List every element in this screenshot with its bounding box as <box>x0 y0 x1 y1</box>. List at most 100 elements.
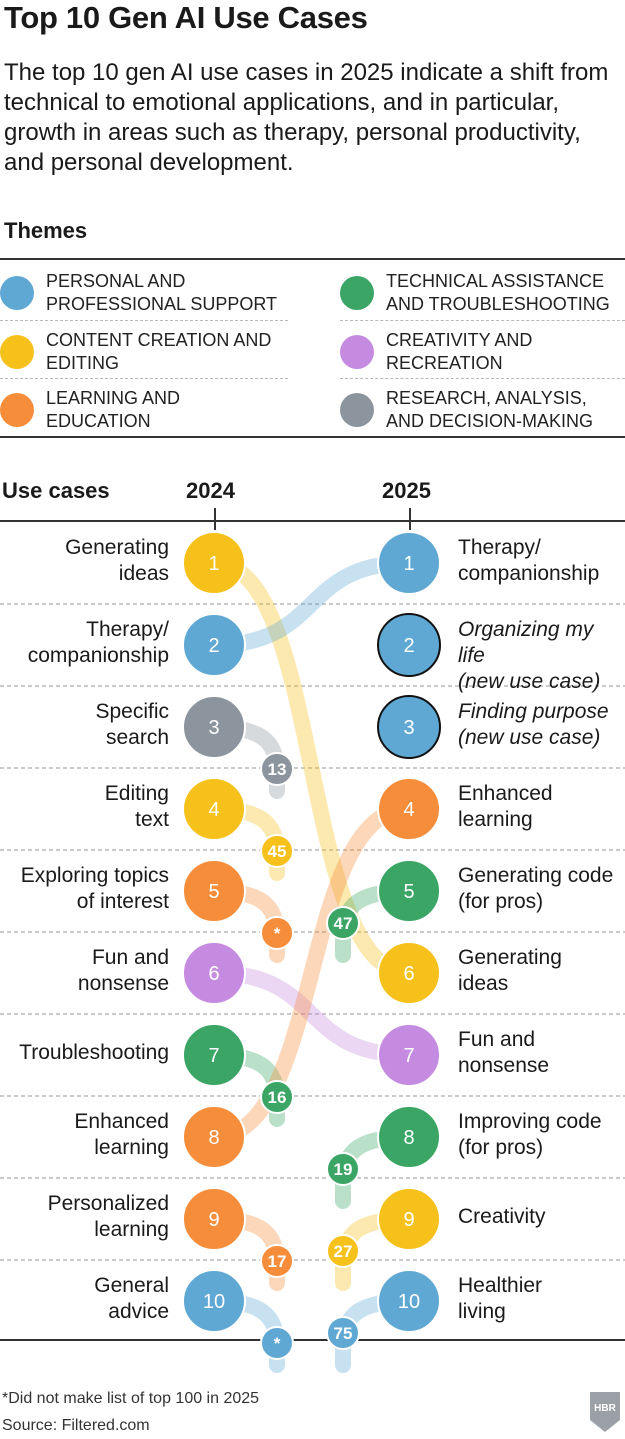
rank-2024-circle-label: 3 <box>208 717 219 739</box>
col-2024-label: 2024 <box>186 478 235 503</box>
rank-2025-circle <box>377 941 441 1005</box>
rank-2024-circle <box>182 1023 246 1087</box>
rank-2024-circle <box>182 941 246 1005</box>
label-line: Generating code <box>458 864 614 887</box>
theme-support: PERSONAL AND PROFESSIONAL SUPPORT <box>0 264 280 322</box>
rank-2025-circle-label: 1 <box>403 553 414 575</box>
use-case-2024-label: Troubleshooting <box>0 1040 169 1066</box>
use-cases-label: Use cases <box>2 478 110 503</box>
use-case-2024-label: Exploring topics of interest <box>0 863 169 915</box>
label-line: ideas <box>118 562 169 585</box>
theme-swatch <box>340 276 374 310</box>
label-line: learning <box>94 1136 169 1159</box>
rank-2025-circle <box>377 1023 441 1087</box>
label-line: living <box>458 1300 506 1323</box>
rank-2025-badge-label: 16 <box>268 1088 287 1107</box>
label-line: companionship <box>458 562 600 585</box>
rank-2025-circle <box>377 1187 441 1251</box>
rank-2025-circle-label: 10 <box>398 1291 420 1313</box>
theme-label: LEARNING AND EDUCATION <box>46 388 181 431</box>
rank-2024-circle-label: 9 <box>208 1209 219 1231</box>
theme-label: CREATIVITY AND RECREATION <box>386 330 533 373</box>
rank-2024-badge <box>326 906 360 940</box>
rank-2025-badge-label: 17 <box>268 1252 287 1271</box>
rank-2024-circle-label: 8 <box>208 1127 219 1149</box>
rank-2024-circle <box>182 859 246 923</box>
label-line: Improving code <box>458 1110 602 1133</box>
rank-2024-circle <box>182 695 246 759</box>
label-line: Generating <box>458 946 562 969</box>
use-case-2025-label: Enhanced learning <box>458 781 625 833</box>
label-line: nonsense <box>77 972 169 995</box>
use-case-2024-label: Generating ideas <box>0 535 169 587</box>
theme-swatch <box>0 393 34 427</box>
theme-label: PERSONAL AND PROFESSIONAL SUPPORT <box>46 271 278 314</box>
rank-2025-circle-label: 7 <box>403 1045 414 1067</box>
rank-2025-badge-label: 13 <box>268 760 287 779</box>
label-line: learning <box>94 1218 169 1241</box>
rank-2025-badge-label: * <box>274 924 281 943</box>
rank-2025-circle-label: 9 <box>403 1209 414 1231</box>
rank-2025-circle <box>377 1105 441 1169</box>
rank-2025-circle-label: 2 <box>403 635 414 657</box>
label-line: Creativity <box>458 1205 546 1228</box>
label-line: Exploring topics <box>20 864 169 887</box>
use-case-2024-label: General advice <box>0 1273 169 1325</box>
rank-2024-circle-label: 6 <box>208 963 219 985</box>
rank-2025-circle-label: 8 <box>403 1127 414 1149</box>
rank-2025-circle <box>377 531 441 595</box>
rank-2024-circle-label: 5 <box>208 881 219 903</box>
label-line: search <box>105 726 169 749</box>
label-line: (new use case) <box>458 670 601 693</box>
theme-label: RESEARCH, ANALYSIS, AND DECISION-MAKING <box>386 388 594 431</box>
rank-2025-circle <box>377 695 441 759</box>
themes-top-rule <box>0 258 625 260</box>
label-line: ideas <box>458 972 509 995</box>
use-case-2025-label: Finding purpose (new use case) <box>458 699 625 751</box>
use-case-2025-label: Fun and nonsense <box>458 1027 625 1079</box>
rank-2024-badge-label: 47 <box>334 914 353 933</box>
rank-2024-circle-label: 2 <box>208 635 219 657</box>
label-line: Organizing my life <box>458 618 594 667</box>
rank-2024-circle <box>182 531 246 595</box>
rank-2024-circle-label: 1 <box>208 553 219 575</box>
label-line: Fun and <box>91 946 169 969</box>
rank-2024-circle-label: 7 <box>208 1045 219 1067</box>
rank-2024-badge <box>326 1152 360 1186</box>
theme-label: TECHNICAL ASSISTANCE AND TROUBLESHOOTING <box>386 271 610 314</box>
rank-2024-circle <box>182 1269 246 1333</box>
label-line: Specific <box>95 700 169 723</box>
rank-2025-circle-label: 4 <box>403 799 414 821</box>
use-case-2025-label: Creativity <box>458 1204 625 1230</box>
rank-2025-circle <box>377 859 441 923</box>
label-line: Troubleshooting <box>19 1041 169 1064</box>
rank-2024-badge <box>326 1234 360 1268</box>
rank-2024-circle <box>182 613 246 677</box>
label-line: (for pros) <box>458 1136 544 1159</box>
label-line: (new use case) <box>458 726 601 749</box>
theme-technical: TECHNICAL ASSISTANCE AND TROUBLESHOOTING <box>340 264 620 322</box>
legend-separator <box>0 378 288 379</box>
legend-separator <box>0 320 288 321</box>
theme-content: CONTENT CREATION AND EDITING <box>0 323 280 381</box>
hbr-logo: HBR <box>590 1392 620 1432</box>
label-line: Therapy/ <box>458 536 541 559</box>
rank-2025-circle-label: 6 <box>403 963 414 985</box>
source: Source: Filtered.com <box>2 1417 150 1434</box>
col-2025-label: 2025 <box>382 478 431 503</box>
connector-ribbon <box>206 801 417 1145</box>
rank-2025-circle <box>377 613 441 677</box>
rank-2024-circle-label: 4 <box>208 799 219 821</box>
use-case-2025-label: Organizing my life (new use case) <box>458 617 625 695</box>
rank-2024-badge-label: 19 <box>334 1160 353 1179</box>
rank-2025-circle <box>377 1269 441 1333</box>
theme-swatch <box>0 335 34 369</box>
label-line: companionship <box>27 644 169 667</box>
use-case-2024-label: Personalized learning <box>0 1191 169 1243</box>
rank-2025-circle-label: 5 <box>403 881 414 903</box>
theme-label: CONTENT CREATION AND EDITING <box>46 330 272 373</box>
legend-separator <box>340 378 625 379</box>
use-case-2025-label: Healthier living <box>458 1273 625 1325</box>
themes-heading: Themes <box>4 218 88 243</box>
hbr-logo-text: HBR <box>594 1403 616 1414</box>
